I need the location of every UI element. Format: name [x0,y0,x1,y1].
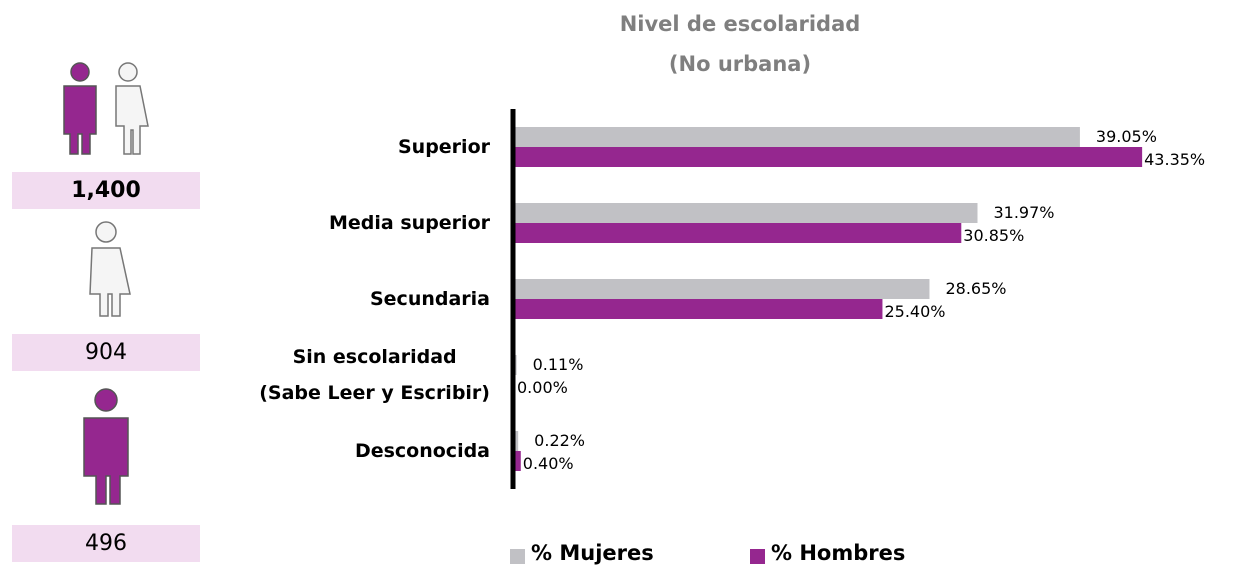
bar [515,147,1143,167]
value-label: 0.00% [517,378,568,397]
icon-woman [89,221,131,317]
legend-swatch [510,549,525,564]
category-label: Superior [397,136,490,158]
bar [515,355,517,375]
icon-man [83,388,129,505]
value-label: 25.40% [884,302,946,321]
legend-label: % Mujeres [531,541,654,565]
value-label: 28.65% [945,279,1007,298]
bar [515,299,883,319]
legend-swatch [750,549,765,564]
icon-woman [115,62,149,155]
bar [515,127,1080,147]
category-label: Desconocida [354,440,490,462]
legend-label: % Hombres [771,541,906,565]
value-label: 39.05% [1095,127,1157,146]
icon-man [63,62,97,155]
total-count: 1,400 [12,172,200,209]
value-label: 31.97% [993,203,1055,222]
value-label: 0.40% [522,454,574,473]
value-label: 0.22% [534,431,585,450]
category-label: Secundaria [369,288,490,310]
men-count: 496 [12,525,200,562]
women-count: 904 [12,334,200,371]
value-label: 30.85% [963,226,1025,245]
value-label: 0.11% [532,355,584,374]
bar [515,431,519,451]
chart-title: Nivel de escolaridad (No urbana) [619,12,861,76]
bar [515,203,978,223]
category-label: Media superior [329,212,490,234]
value-label: 43.35% [1144,150,1206,169]
bar [515,279,930,299]
category-label: Sin escolaridad (Sabe Leer y Escribir) [259,346,490,404]
bar [515,451,521,471]
bar [515,223,962,243]
